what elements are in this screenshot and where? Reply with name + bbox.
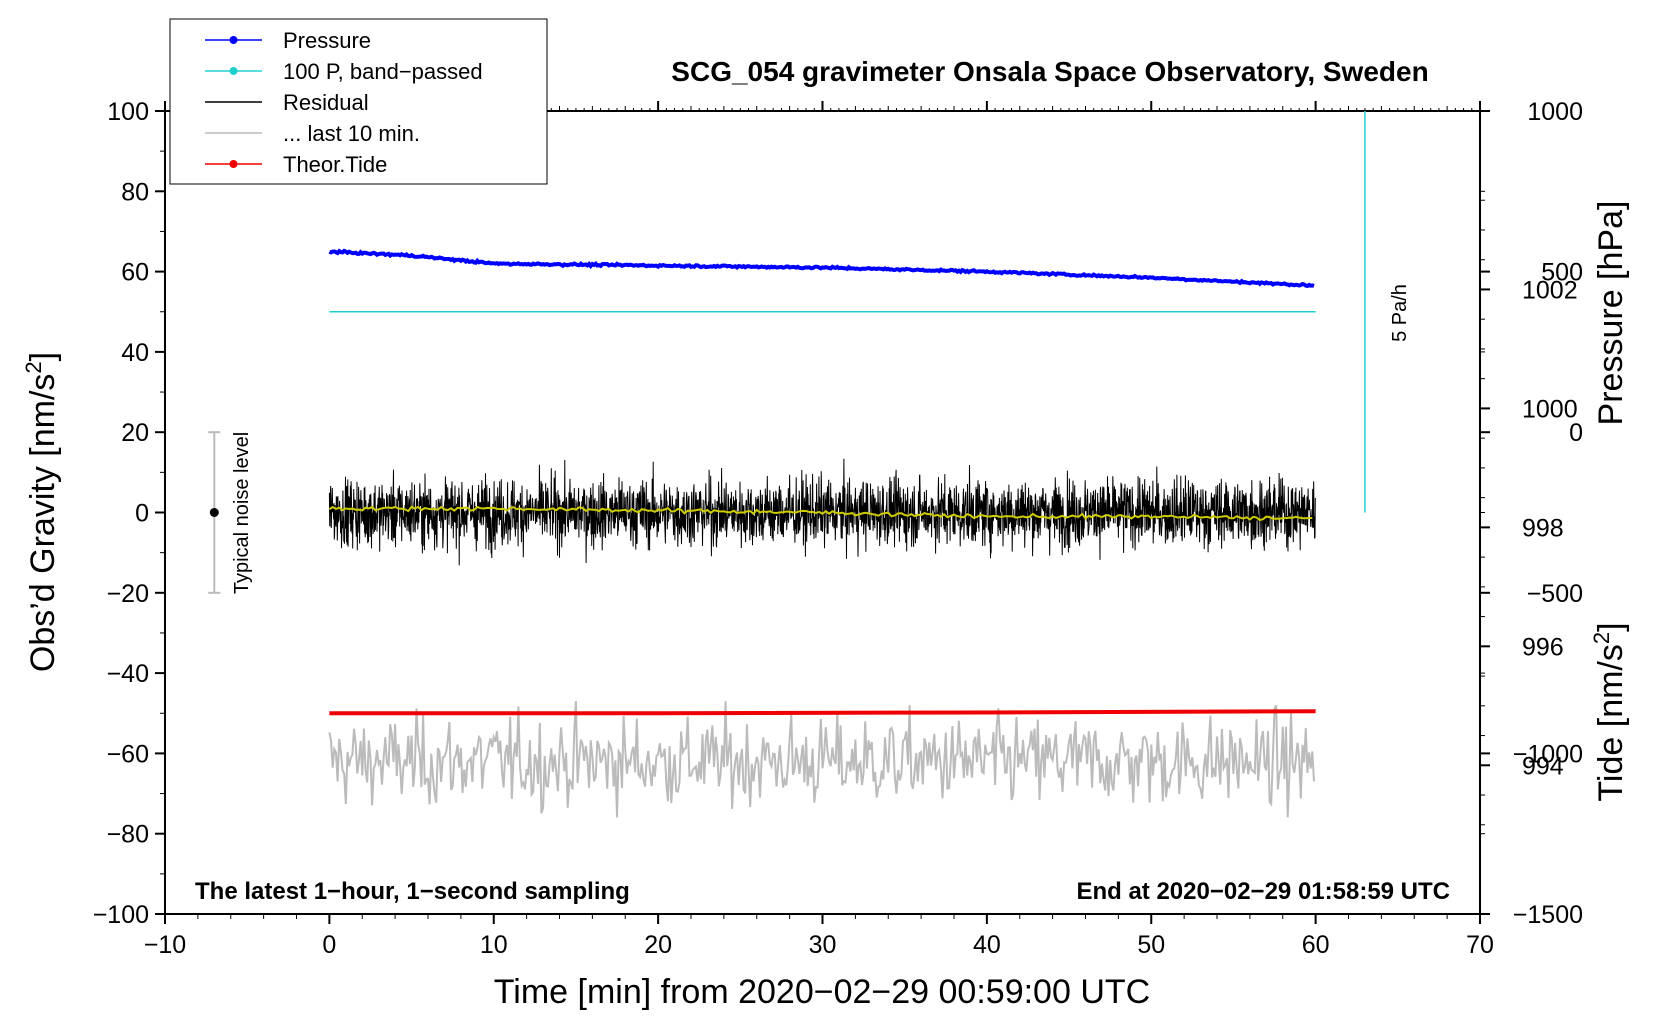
- scale-marker-label: 5 Pa/h: [1389, 284, 1411, 342]
- legend-label: Pressure: [283, 28, 371, 53]
- series-residual: [328, 458, 1316, 566]
- note-right: End at 2020−02−29 01:58:59 UTC: [1076, 878, 1450, 905]
- pressure-tick-label: 996: [1522, 633, 1564, 661]
- y-axis-title: Obs’d Gravity [nm/s2]: [21, 352, 62, 672]
- x-axis-title: Time [min] from 2020−02−29 00:59:00 UTC: [494, 973, 1150, 1011]
- x-tick-label: 10: [480, 931, 508, 959]
- series-layer: [208, 111, 1366, 818]
- x-tick-label: −10: [144, 931, 186, 959]
- y-tick-label: 100: [107, 98, 149, 126]
- series-theor-tide: [329, 709, 1316, 716]
- tide-tick-label: −500: [1527, 580, 1583, 608]
- y-tick-label: 60: [121, 259, 149, 287]
- series-residual-smoothed: [328, 505, 1313, 522]
- legend-label: ... last 10 min.: [283, 121, 420, 146]
- x-tick-label: 30: [809, 931, 837, 959]
- chart-title: SCG_054 gravimeter Onsala Space Observat…: [671, 56, 1428, 87]
- y-tick-label: −20: [107, 580, 149, 608]
- legend-marker: [229, 160, 238, 168]
- y-tick-label: −40: [107, 660, 149, 688]
- legend-label: Residual: [283, 90, 369, 115]
- legend-marker: [229, 36, 238, 44]
- y-tick-label: −60: [107, 740, 149, 768]
- tide-axis-title: Tide [nm/s2]: [1589, 622, 1630, 801]
- tide-tick-label: −1000: [1513, 740, 1583, 768]
- x-tick-label: 40: [973, 931, 1001, 959]
- note-left: The latest 1−hour, 1−second sampling: [195, 878, 630, 905]
- x-tick-label: 50: [1137, 931, 1165, 959]
- x-tick-label: 70: [1466, 931, 1494, 959]
- series-last-10-min: [328, 701, 1315, 818]
- pressure-axis-title: Pressure [hPa]: [1592, 201, 1630, 426]
- series-pressure: [328, 248, 1315, 289]
- y-tick-label: −100: [93, 901, 149, 929]
- x-tick-label: 0: [322, 931, 336, 959]
- legend: Pressure 100 P, band−passed Residual ... la…: [169, 18, 548, 185]
- tide-tick-label: 0: [1569, 419, 1583, 447]
- pressure-tick-label: 1000: [1522, 395, 1578, 423]
- pressure-tick-label: 998: [1522, 514, 1564, 542]
- y-tick-label: 0: [135, 500, 149, 528]
- tide-tick-label: 1000: [1527, 98, 1583, 126]
- legend-label: 100 P, band−passed: [283, 59, 483, 84]
- tide-tick-label: 500: [1541, 259, 1583, 287]
- pressure-tick-label: 994: [1522, 752, 1564, 780]
- legend-marker: [229, 67, 238, 75]
- y-tick-label: 20: [121, 419, 149, 447]
- pressure-tick-label: 1002: [1522, 276, 1578, 304]
- legend-label: Theor.Tide: [283, 152, 387, 177]
- x-tick-label: 60: [1302, 931, 1330, 959]
- y-tick-label: 40: [121, 339, 149, 367]
- y-tick-label: 80: [121, 178, 149, 206]
- noise-bar-label: Typical noise level: [231, 432, 253, 594]
- noise-bar-center: [209, 508, 219, 517]
- x-tick-label: 20: [644, 931, 672, 959]
- y-tick-label: −80: [107, 821, 149, 849]
- axis-ticks: −10 0 10 20 30 40 50 60 70−100−80−60−40−20020406…: [93, 98, 1583, 959]
- tide-tick-label: −1500: [1513, 901, 1583, 929]
